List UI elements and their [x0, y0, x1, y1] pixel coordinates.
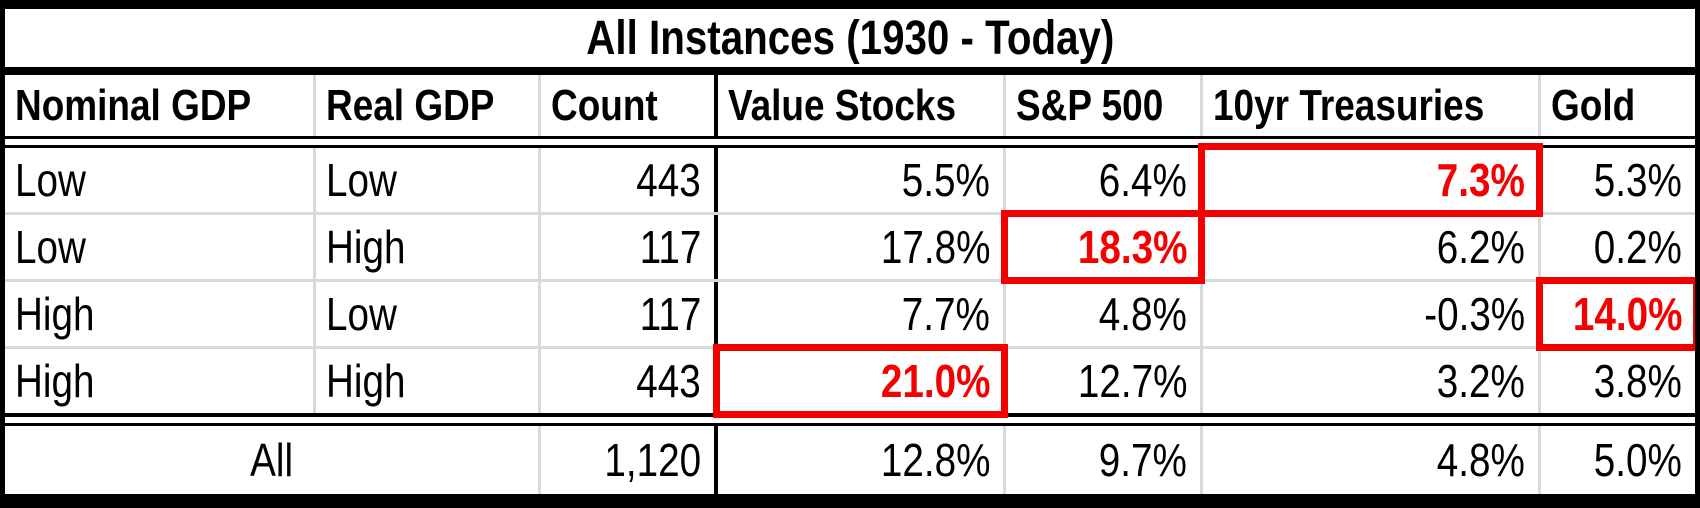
- cell-value-stocks: 7.7%: [714, 282, 1003, 346]
- highlighted-cell-value-stocks: 21.0%: [713, 344, 1008, 418]
- cell-gold: 3.8%: [1538, 349, 1695, 413]
- cell-sp500: 6.4%: [1003, 148, 1200, 212]
- cell-all-label: All: [250, 434, 293, 486]
- highlighted-cell-sp500: 18.3%: [1001, 210, 1205, 284]
- cell-real-gdp: Low: [313, 282, 538, 346]
- cell-value-stocks-total: 12.8%: [714, 426, 1003, 494]
- cell-sp500: 12.7%: [1003, 349, 1200, 413]
- cell-gold: 0.2%: [1538, 215, 1695, 279]
- header-divider: [5, 136, 1695, 148]
- table-row-high-low: High Low 117 7.7% 4.8% -0.3% 14.0%: [5, 277, 1695, 351]
- cell-value-stocks: 17.8%: [714, 215, 1003, 279]
- cell-10yr-treasuries: -0.3%: [1200, 282, 1538, 346]
- total-divider: [5, 413, 1695, 426]
- header-row: Nominal GDP Real GDP Count Value Stocks …: [5, 75, 1695, 136]
- highlighted-cell-gold: 14.0%: [1536, 277, 1695, 351]
- table-title: All Instances (1930 - Today): [585, 11, 1115, 65]
- title-divider: [5, 67, 1695, 75]
- cell-count: 443: [538, 148, 714, 212]
- highlighted-cell-10yr-treasuries: 7.3%: [1198, 143, 1543, 217]
- cell-nominal-gdp: Low: [15, 221, 86, 273]
- table-row-high-high: High High 443 21.0% 12.7% 3.2% 3.8%: [5, 344, 1695, 418]
- header-real-gdp: Real GDP: [313, 75, 538, 136]
- cell-real-gdp: High: [313, 215, 538, 279]
- cell-gold-total: 5.0%: [1538, 426, 1695, 494]
- cell-gold: 5.3%: [1538, 148, 1695, 212]
- cell-count-total: 1,120: [538, 426, 714, 494]
- cell-real-gdp: Low: [313, 148, 538, 212]
- cell-count: 117: [538, 282, 714, 346]
- table-row-low-low: Low Low 443 5.5% 6.4% 7.3% 5.3%: [5, 143, 1695, 217]
- cell-real-gdp: High: [313, 349, 538, 413]
- cell-value-stocks: 5.5%: [714, 148, 1003, 212]
- cell-10yr-treasuries: 3.2%: [1200, 349, 1538, 413]
- cell-nominal-gdp: High: [15, 288, 95, 340]
- table-row-all: All 1,120 12.8% 9.7% 4.8% 5.0%: [5, 426, 1695, 494]
- header-sp500: S&P 500: [1003, 75, 1200, 136]
- cell-nominal-gdp: Low: [15, 154, 86, 206]
- cell-count: 443: [538, 349, 714, 413]
- header-gold: Gold: [1538, 75, 1695, 136]
- header-10yr-treasuries: 10yr Treasuries: [1200, 75, 1538, 136]
- cell-sp500-total: 9.7%: [1003, 426, 1200, 494]
- cell-sp500: 4.8%: [1003, 282, 1200, 346]
- cell-10yr-treasuries: 6.2%: [1200, 215, 1538, 279]
- header-count: Count: [538, 75, 714, 136]
- table-row-low-high: Low High 117 17.8% 18.3% 6.2% 0.2%: [5, 210, 1695, 284]
- table-title-row: All Instances (1930 - Today): [5, 9, 1695, 67]
- header-nominal-gdp: Nominal GDP: [15, 80, 252, 130]
- header-value-stocks: Value Stocks: [714, 75, 1003, 136]
- cell-count: 117: [538, 215, 714, 279]
- cell-10yr-treasuries-total: 4.8%: [1200, 426, 1538, 494]
- cell-nominal-gdp: High: [15, 355, 95, 407]
